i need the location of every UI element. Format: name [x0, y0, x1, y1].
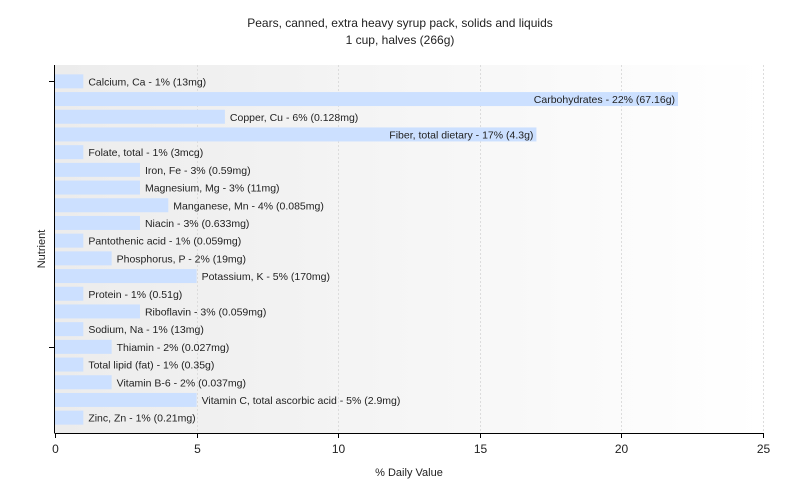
bar: [55, 251, 112, 266]
x-tick-label: 5: [194, 442, 201, 456]
bar: [55, 286, 84, 301]
bar-label: Riboflavin - 3% (0.059mg): [145, 306, 266, 318]
bar: [55, 162, 140, 177]
bar-label: Sodium, Na - 1% (13mg): [88, 324, 204, 336]
bar: [55, 392, 197, 407]
bar-label: Magnesium, Mg - 3% (11mg): [145, 183, 280, 195]
bar: [55, 145, 84, 160]
x-tick-label: 0: [52, 442, 59, 456]
bar: [55, 74, 84, 89]
bar: [55, 322, 84, 337]
bar-label: Phosphorus, P - 2% (19mg): [117, 253, 246, 265]
bars: [55, 74, 679, 425]
x-axis-title: % Daily Value: [375, 467, 443, 479]
plot-background: [55, 65, 763, 433]
bar-label: Fiber, total dietary - 17% (4.3g): [389, 129, 533, 141]
bar: [55, 180, 140, 195]
bar: [55, 233, 84, 248]
grid-lines: [197, 65, 764, 433]
bar-labels: Calcium, Ca - 1% (13mg) Carbohydrates - 2…: [88, 76, 675, 424]
bar: [55, 375, 112, 390]
bar: [55, 215, 140, 230]
bar: [55, 198, 169, 213]
x-tick-label: 15: [474, 442, 488, 456]
bar-label: Total lipid (fat) - 1% (0.35g): [88, 360, 214, 372]
chart-title: Pears, canned, extra heavy syrup pack, s…: [247, 16, 553, 30]
bar-label: Vitamin C, total ascorbic acid - 5% (2.9…: [202, 395, 401, 407]
bar: [55, 410, 84, 425]
bar: [55, 357, 84, 372]
bar-label: Copper, Cu - 6% (0.128mg): [230, 112, 358, 124]
bar: [55, 269, 197, 284]
x-tick-label: 20: [615, 442, 629, 456]
bar: [55, 92, 679, 107]
bar: [55, 304, 140, 319]
bar-label: Potassium, K - 5% (170mg): [202, 271, 330, 283]
bar-label: Niacin - 3% (0.633mg): [145, 218, 249, 230]
x-ticks: 0 5 10 15 20 25: [52, 433, 770, 456]
bar: [55, 127, 537, 142]
bar: [55, 109, 225, 124]
bar-label: Zinc, Zn - 1% (0.21mg): [88, 413, 195, 425]
bar-label: Vitamin B-6 - 2% (0.037mg): [117, 377, 246, 389]
x-tick-label: 10: [332, 442, 346, 456]
chart-subtitle: 1 cup, halves (266g): [346, 33, 455, 47]
y-axis-title: Nutrient: [36, 230, 48, 269]
bar-label: Manganese, Mn - 4% (0.085mg): [173, 200, 324, 212]
axes: [49, 65, 763, 434]
x-tick-label: 25: [757, 442, 771, 456]
bar-label: Carbohydrates - 22% (67.16g): [534, 94, 675, 106]
bar: [55, 339, 112, 354]
bar-label: Pantothenic acid - 1% (0.059mg): [88, 236, 241, 248]
bar-label: Thiamin - 2% (0.027mg): [117, 342, 230, 354]
bar-label: Folate, total - 1% (3mcg): [88, 147, 203, 159]
bar-label: Protein - 1% (0.51g): [88, 289, 182, 301]
bar-label: Iron, Fe - 3% (0.59mg): [145, 165, 251, 177]
bar-label: Calcium, Ca - 1% (13mg): [88, 76, 206, 88]
